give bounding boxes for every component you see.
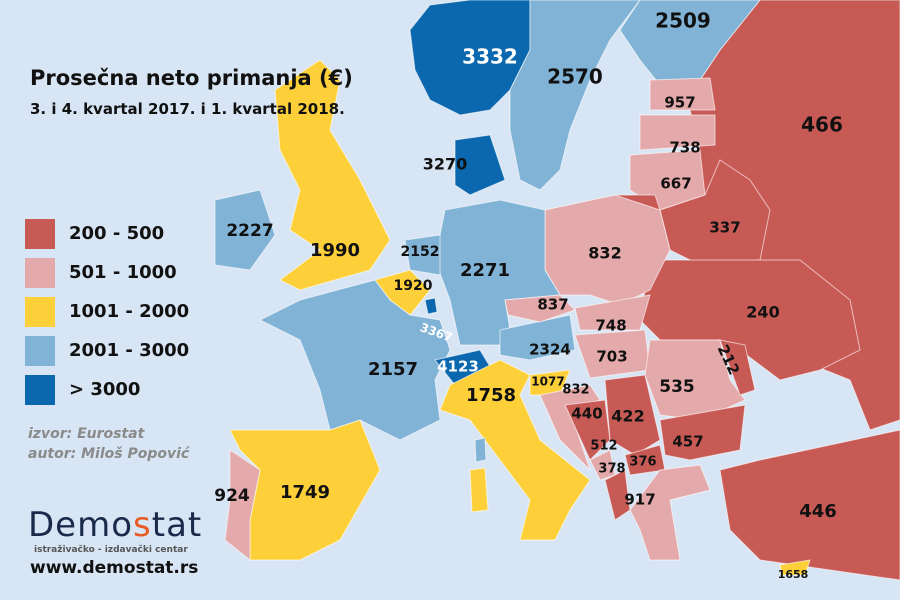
region-france bbox=[258, 279, 451, 441]
value-belarus: 337 bbox=[709, 219, 740, 237]
region-czechia bbox=[504, 294, 576, 323]
value-estonia: 957 bbox=[664, 94, 695, 112]
value-austria: 2324 bbox=[529, 341, 571, 359]
value-lithuania: 667 bbox=[660, 175, 691, 193]
value-croatia: 832 bbox=[562, 383, 589, 398]
legend-label: 501 - 1000 bbox=[69, 262, 177, 283]
value-uk: 1990 bbox=[310, 240, 360, 261]
value-bosnia: 440 bbox=[571, 405, 602, 423]
region-corsica bbox=[474, 437, 487, 463]
value-ukraine: 240 bbox=[746, 303, 779, 322]
region-spain bbox=[229, 419, 381, 561]
demostat-logo: Demostat bbox=[28, 505, 202, 545]
region-moldova bbox=[719, 339, 756, 396]
logo-tagline: istraživačko - izdavački centar bbox=[34, 545, 188, 555]
legend-label: 2001 - 3000 bbox=[69, 340, 190, 361]
value-turkey: 446 bbox=[799, 501, 837, 522]
logo-text: tat bbox=[151, 505, 203, 545]
value-ireland: 2227 bbox=[226, 221, 273, 241]
author-credit: autor: Miloš Popović bbox=[28, 446, 190, 462]
value-france: 2157 bbox=[368, 359, 418, 380]
value-czechia: 837 bbox=[537, 296, 568, 314]
legend-item: 1001 - 2000 bbox=[25, 292, 189, 331]
value-slovakia: 748 bbox=[595, 317, 626, 335]
legend-swatch bbox=[25, 374, 55, 405]
region-austria bbox=[499, 314, 576, 361]
region-estonia bbox=[649, 77, 716, 111]
value-montenegro: 512 bbox=[590, 439, 617, 454]
value-portugal: 924 bbox=[214, 486, 250, 506]
website-link[interactable]: www.demostat.rs bbox=[30, 558, 199, 578]
value-finland: 2509 bbox=[655, 9, 711, 33]
region-belarus bbox=[659, 159, 771, 266]
value-romania: 535 bbox=[659, 377, 695, 397]
value-netherlands: 2152 bbox=[401, 244, 440, 260]
region-portugal bbox=[224, 449, 261, 562]
value-albania: 378 bbox=[598, 462, 625, 477]
value-cyprus: 1658 bbox=[778, 568, 809, 581]
value-germany: 2271 bbox=[460, 260, 510, 281]
region-sweden bbox=[509, 0, 641, 191]
region-cyprus bbox=[779, 559, 811, 576]
value-denmark: 3270 bbox=[423, 155, 468, 174]
legend-swatch bbox=[25, 335, 55, 366]
legend-swatch bbox=[25, 257, 55, 288]
region-serbia bbox=[604, 374, 661, 456]
legend-item: > 3000 bbox=[25, 370, 189, 409]
value-latvia: 738 bbox=[669, 139, 700, 157]
region-italy bbox=[439, 359, 591, 541]
region-latvia bbox=[639, 114, 716, 151]
region-luxembourg bbox=[424, 297, 438, 315]
legend: 200 - 500 501 - 1000 1001 - 2000 2001 - … bbox=[25, 214, 189, 409]
region-greece bbox=[629, 464, 711, 561]
value-italy: 1758 bbox=[466, 385, 516, 406]
region-bulgaria bbox=[659, 404, 746, 461]
legend-item: 2001 - 3000 bbox=[25, 331, 189, 370]
region-ukraine bbox=[639, 259, 861, 381]
logo-text: Demo bbox=[28, 505, 134, 545]
legend-label: > 3000 bbox=[69, 379, 141, 400]
value-macedonia: 376 bbox=[629, 455, 656, 470]
legend-item: 200 - 500 bbox=[25, 214, 189, 253]
value-poland: 832 bbox=[588, 244, 621, 263]
region-ireland bbox=[214, 189, 276, 271]
region-denmark bbox=[454, 134, 506, 196]
legend-label: 1001 - 2000 bbox=[69, 301, 190, 322]
value-serbia: 422 bbox=[611, 407, 644, 426]
value-russia: 466 bbox=[801, 113, 843, 137]
value-hungary: 703 bbox=[596, 348, 627, 366]
value-norway: 3332 bbox=[462, 45, 518, 69]
value-slovenia: 1077 bbox=[531, 375, 564, 389]
value-switzerland: 4123 bbox=[437, 358, 479, 376]
value-greece: 917 bbox=[624, 491, 655, 509]
region-turkey bbox=[719, 429, 900, 581]
value-bulgaria: 457 bbox=[672, 433, 703, 451]
legend-swatch bbox=[25, 218, 55, 249]
map-subtitle: 3. i 4. kvartal 2017. i 1. kvartal 2018. bbox=[30, 100, 345, 118]
value-sweden: 2570 bbox=[547, 65, 603, 89]
source-credit: izvor: Eurostat bbox=[28, 426, 145, 442]
map-title: Prosečna neto primanja (€) bbox=[30, 66, 353, 90]
legend-label: 200 - 500 bbox=[69, 223, 165, 244]
region-sardinia bbox=[469, 467, 489, 513]
logo-text-accent: s bbox=[133, 505, 152, 545]
legend-item: 501 - 1000 bbox=[25, 253, 189, 292]
region-netherlands bbox=[404, 234, 441, 276]
legend-swatch bbox=[25, 296, 55, 327]
value-belgium: 1920 bbox=[394, 278, 433, 294]
value-spain: 1749 bbox=[280, 482, 330, 503]
region-uk bbox=[274, 59, 391, 291]
